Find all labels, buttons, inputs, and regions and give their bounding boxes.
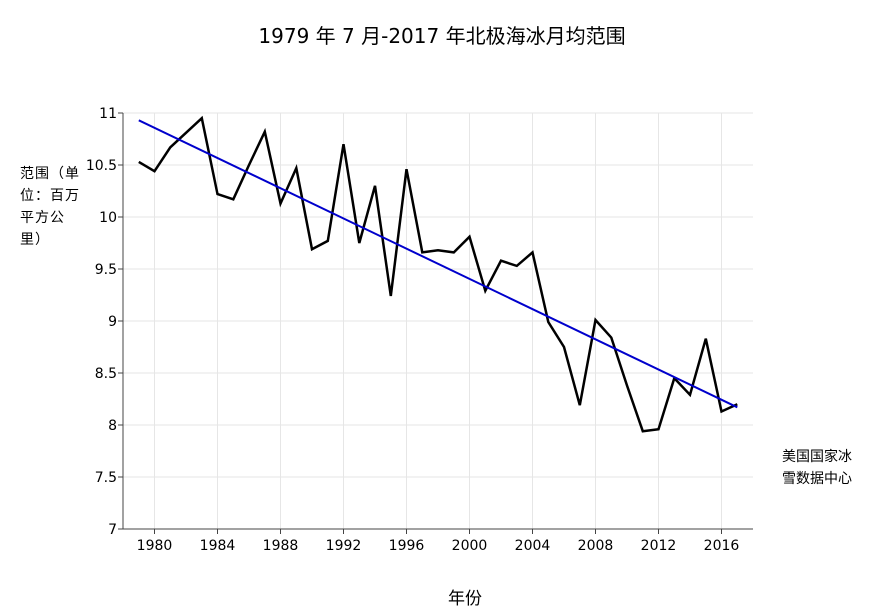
- trend-line: [138, 119, 738, 409]
- x-tick-label: 2016: [704, 538, 740, 554]
- y-axis-label: 范围（单位：百万平方公里）: [20, 166, 80, 248]
- y-tick-label: 7.5: [95, 470, 117, 486]
- x-tick-label: 1992: [326, 538, 362, 554]
- y-tick-label: 10.5: [86, 158, 117, 174]
- x-tick-label: 1988: [263, 538, 299, 554]
- x-tick-label: 1996: [389, 538, 425, 554]
- x-tick-label: 2004: [515, 538, 551, 554]
- x-tick-label: 2008: [578, 538, 614, 554]
- y-tick-label: 8: [108, 418, 117, 434]
- y-tick-label: 9.5: [95, 262, 117, 278]
- x-tick-label: 1984: [200, 538, 236, 554]
- source-note: 美国国家冰雪数据中心: [782, 449, 852, 487]
- x-tick-label: 2012: [641, 538, 677, 554]
- y-tick-label: 7: [108, 522, 117, 538]
- data-line: [138, 115, 738, 433]
- y-tick-label: 9: [108, 314, 117, 330]
- y-tick-label: 8.5: [95, 366, 117, 382]
- y-tick-label: 10: [99, 210, 117, 226]
- x-axis-label: 年份: [448, 589, 482, 609]
- chart-title: 1979 年 7 月-2017 年北极海冰月均范围: [258, 24, 626, 48]
- x-tick-label: 1980: [137, 538, 173, 554]
- x-tick-label: 2000: [452, 538, 488, 554]
- y-tick-label: 11: [99, 106, 117, 122]
